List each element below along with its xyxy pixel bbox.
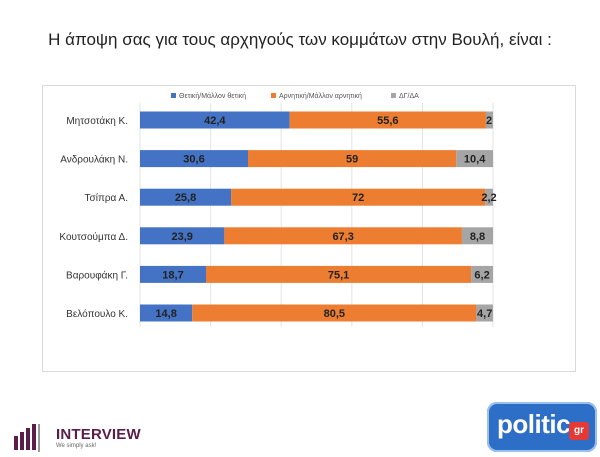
bar-segment xyxy=(485,188,493,206)
data-label: 4,7 xyxy=(477,308,492,320)
legend-label: ΔΓ/ΔΑ xyxy=(399,93,419,100)
category-label: Βαρουφάκη Γ. xyxy=(66,269,128,281)
data-label: 10,4 xyxy=(464,154,486,166)
bar-segment xyxy=(224,227,462,245)
data-label: 8,8 xyxy=(470,231,485,243)
category-label: Ανδρουλάκη Ν. xyxy=(60,154,128,166)
data-label: 67,3 xyxy=(332,231,353,243)
legend-swatch xyxy=(391,93,396,98)
data-label: 72 xyxy=(352,192,364,204)
data-label: 2,2 xyxy=(481,192,496,204)
data-label: 55,6 xyxy=(377,115,398,127)
data-label: 18,7 xyxy=(162,269,183,281)
data-label: 6,2 xyxy=(474,269,489,281)
interview-logo-word: INTERVIEW xyxy=(56,426,141,443)
bar-segment xyxy=(471,265,493,283)
interview-logo-icon xyxy=(14,424,40,452)
bar-segment xyxy=(140,265,207,283)
interview-logo-tagline: We simply ask! xyxy=(56,443,97,449)
politic-logo-badge: gr xyxy=(569,422,589,440)
data-label: 25,8 xyxy=(175,192,196,204)
bar-segment xyxy=(485,111,493,129)
bar-segment xyxy=(289,111,486,129)
data-label: 75,1 xyxy=(328,269,349,281)
stacked-bar-chart: Θετική/Μάλλον θετική Αρνητική/Μάλλον αρνη… xyxy=(59,92,497,327)
bar-segment xyxy=(248,150,457,168)
legend-label: Θετική/Μάλλον θετική xyxy=(179,92,246,100)
category-label: Μητσοτάκη Κ. xyxy=(66,115,128,127)
data-label: 2 xyxy=(486,115,492,127)
page-title: Η άποψη σας για τους αρχηγούς των κομμάτ… xyxy=(48,30,552,49)
data-label: 30,6 xyxy=(183,154,204,166)
bar-segment xyxy=(231,188,486,206)
bar-segment xyxy=(140,304,193,322)
bar-segment xyxy=(206,265,472,283)
bar-segment xyxy=(456,150,493,168)
interview-logo: INTERVIEW We simply ask! xyxy=(14,420,164,456)
category-label: Τσίπρα Α. xyxy=(85,192,128,204)
data-label: 80,5 xyxy=(324,308,345,320)
bar-segment xyxy=(140,227,225,245)
chart-frame: Θετική/Μάλλον θετική Αρνητική/Μάλλον αρνη… xyxy=(42,85,576,372)
data-label: 14,8 xyxy=(155,308,176,320)
bar-segment xyxy=(192,304,477,322)
politic-logo-word: politic xyxy=(497,409,571,439)
category-label: Κουτσούμπα Δ. xyxy=(59,231,128,243)
data-label: 42,4 xyxy=(204,115,226,127)
bar-segment xyxy=(140,111,290,129)
bar-segment xyxy=(140,150,249,168)
data-label: 23,9 xyxy=(171,231,192,243)
legend-swatch xyxy=(271,93,276,98)
bar-segment xyxy=(476,304,493,322)
category-label: Βελόπουλο Κ. xyxy=(66,308,128,320)
data-label: 59 xyxy=(346,154,358,166)
legend-label: Αρνητική/Μάλλον αρνητική xyxy=(279,92,362,100)
politic-logo: politic gr xyxy=(487,402,597,452)
legend-swatch xyxy=(171,93,176,98)
bar-segment xyxy=(461,227,493,245)
bar-segment xyxy=(140,188,232,206)
